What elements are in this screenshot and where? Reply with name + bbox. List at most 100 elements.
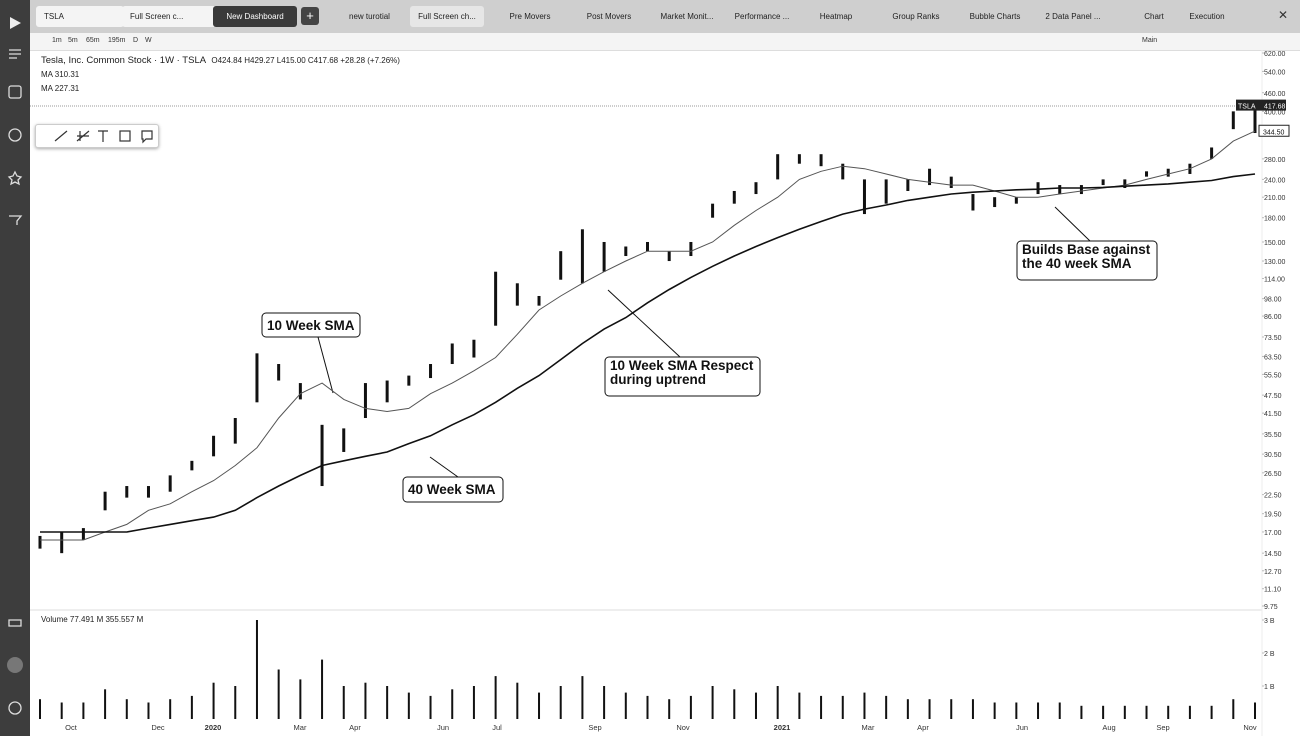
y-tick-label: 540.00: [1264, 69, 1286, 76]
tab[interactable]: Post Movers: [586, 12, 632, 21]
y-tick-label: 35.50: [1264, 432, 1282, 439]
price-bar: [1253, 106, 1257, 134]
volume-bar: [516, 682, 519, 719]
tab[interactable]: Heatmap: [819, 12, 853, 21]
price-bar: [233, 418, 237, 444]
price-bar: [646, 241, 649, 252]
y-tick-label: 400.00: [1264, 109, 1286, 116]
volume-bar: [538, 692, 541, 719]
tab[interactable]: TSLA: [36, 6, 124, 27]
tab[interactable]: Pre Movers: [509, 12, 551, 21]
interval-button[interactable]: 5m: [68, 37, 78, 44]
annotation-text: 40 Week SMA: [408, 482, 496, 497]
price-bar: [320, 424, 324, 487]
price-bar: [298, 383, 302, 400]
tab[interactable]: Market Monit...: [660, 12, 714, 21]
symbol-title: Tesla, Inc. Common Stock · 1W · TSLA: [41, 55, 207, 66]
volume-bar: [1102, 705, 1105, 719]
interval-button[interactable]: 1m: [52, 37, 62, 44]
tab[interactable]: Performance ...: [734, 12, 790, 21]
annotation-text: 10 Week SMA: [267, 318, 355, 333]
y-tick-label: 47.50: [1264, 393, 1282, 400]
tab-bar: TSLA Full Screen c... New Dashboard new tur…: [30, 0, 1300, 33]
volume-bar: [342, 686, 345, 719]
volume-bar: [885, 695, 888, 719]
interval-button[interactable]: D: [133, 37, 139, 44]
price-bar: [190, 460, 194, 471]
volume-bar: [299, 679, 302, 719]
y-tick-label: 240.00: [1264, 177, 1286, 184]
x-tick-label: Apr: [349, 723, 361, 732]
close-button[interactable]: ✕: [1277, 8, 1288, 22]
price-bar: [667, 251, 671, 262]
annotation-box: [402, 476, 504, 503]
price-bar: [450, 343, 454, 365]
last-price-tag: 417.68: [1264, 104, 1286, 111]
sidebar: [0, 0, 30, 736]
price-bar: [1101, 179, 1105, 186]
price-bar: [255, 353, 259, 403]
volume-bar: [364, 682, 367, 719]
volume-bar: [386, 686, 389, 719]
volume-bar: [1037, 702, 1040, 719]
y-tick-label: 114.00: [1264, 277, 1285, 284]
layout-select[interactable]: Main: [1142, 37, 1158, 44]
price-bar: [125, 486, 129, 498]
interval-button[interactable]: W: [145, 37, 152, 44]
tab[interactable]: Execution: [1189, 12, 1225, 21]
interval-button[interactable]: 65m: [86, 37, 100, 44]
annotation-text: 10 Week SMA Respect: [610, 358, 754, 373]
tab[interactable]: New Dashboard: [213, 6, 297, 27]
price-bar: [711, 203, 715, 218]
price-bar: [1079, 185, 1083, 195]
tab[interactable]: Full Screen c...: [122, 6, 220, 27]
tab[interactable]: new turotial: [349, 12, 390, 21]
x-tick-label: Jun: [1016, 723, 1028, 732]
new-tab-button[interactable]: +: [301, 7, 319, 25]
price-bar: [559, 251, 563, 280]
price-bar: [494, 271, 498, 326]
tab[interactable]: Chart: [1144, 12, 1164, 21]
price-bar: [906, 179, 910, 191]
y-tick-label: 86.00: [1264, 314, 1282, 321]
price-bar: [385, 380, 389, 403]
tab[interactable]: 2 Data Panel ...: [1045, 12, 1101, 21]
volume-bar: [407, 692, 410, 719]
y-tick-label: 30.50: [1264, 452, 1282, 459]
y-tick-label: 22.50: [1264, 493, 1282, 500]
price-bar: [103, 491, 107, 511]
price-bar: [1058, 185, 1062, 195]
price-bar: [949, 176, 953, 188]
interval-button[interactable]: 195m: [108, 37, 126, 44]
annotation-text: during uptrend: [610, 372, 706, 387]
y-tick-label: 620.00: [1264, 51, 1286, 58]
volume-tick-label: 3 B: [1264, 618, 1275, 625]
y-tick-label: 41.50: [1264, 411, 1282, 418]
volume-bar: [820, 695, 823, 719]
y-tick-label: 150.00: [1264, 240, 1286, 247]
y-tick-label: 11.10: [1264, 587, 1281, 594]
volume-bar: [104, 689, 107, 719]
price-bar: [1145, 171, 1149, 177]
tab[interactable]: Group Ranks: [892, 12, 940, 21]
volume-bar: [776, 686, 779, 719]
price-bar: [342, 428, 346, 452]
annotation-box: [261, 312, 361, 338]
volume-bar: [451, 689, 454, 719]
drawing-toolbar[interactable]: [35, 124, 159, 148]
volume-bar: [581, 676, 584, 719]
volume-bar: [255, 620, 258, 719]
price-bar: [1014, 197, 1018, 204]
price-bar: [1036, 182, 1040, 195]
y-tick-label: 130.00: [1264, 259, 1286, 266]
x-tick-label: Nov: [1243, 723, 1257, 732]
volume-bar: [668, 699, 671, 719]
tab[interactable]: Full Screen ch...: [410, 6, 484, 27]
volume-bar: [1210, 705, 1213, 719]
x-tick-label: Sep: [1156, 723, 1169, 732]
annotation-pointers: [317, 206, 1091, 478]
volume-bar: [1080, 705, 1083, 719]
price-bar: [754, 182, 758, 195]
volume-bar: [39, 699, 41, 719]
tab[interactable]: Bubble Charts: [969, 12, 1021, 21]
